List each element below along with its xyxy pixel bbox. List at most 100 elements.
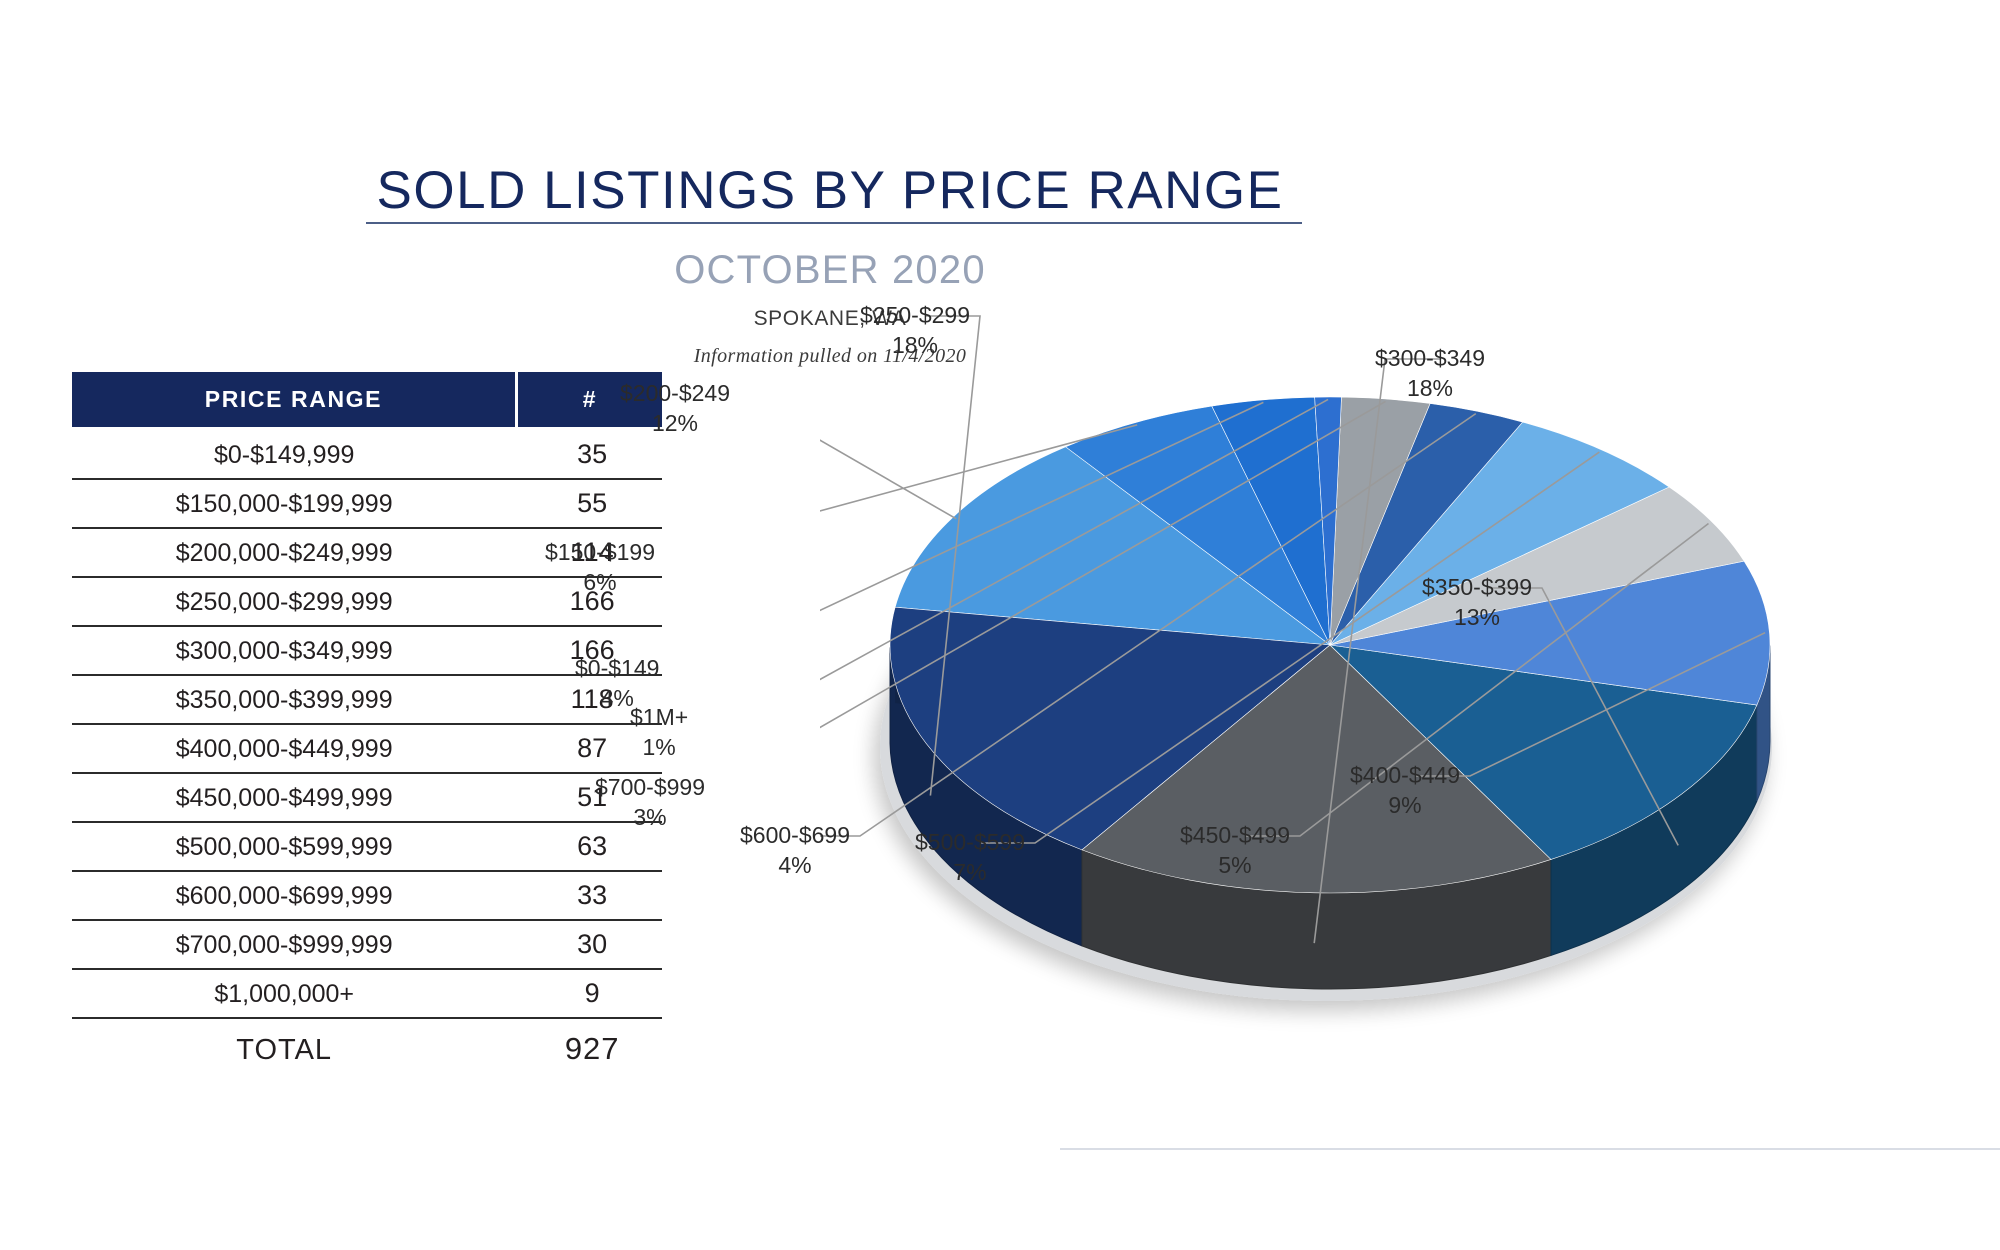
- pie-callout-percent: 7%: [953, 859, 987, 886]
- table-total-row: TOTAL 927: [72, 1018, 662, 1075]
- table-cell-price-range: $150,000-$199,999: [72, 479, 517, 529]
- price-range-table: PRICE RANGE # $0-$149,999 35 $150,000-$199…: [72, 372, 662, 1075]
- table-cell-count: 118: [516, 675, 662, 725]
- pie-callout-label: $150-$199: [545, 539, 655, 565]
- table-cell-price-range: $500,000-$599,999: [72, 822, 517, 872]
- pie-callout-350-399: $350-$399 13%: [1422, 572, 1532, 633]
- subtitle-city: SPOKANE, WA: [753, 307, 907, 330]
- pie-slice-150-199[interactable]: [1064, 405, 1331, 646]
- table-header-count: #: [516, 372, 662, 427]
- pie-leader-line: [1245, 522, 1709, 837]
- pie-callout-percent: 13%: [1453, 604, 1501, 631]
- pie-callout-percent: 5%: [1218, 852, 1252, 879]
- pie-callout-percent: 18%: [891, 332, 939, 359]
- pie-callout-200-249: $200-$249 12%: [620, 378, 730, 439]
- pie-callout-label: $500-$599: [915, 829, 1025, 855]
- pie-callout-700-999: $700-$999 3%: [595, 772, 705, 833]
- table-cell-count: 63: [516, 822, 662, 872]
- pie-callout-150-199: $150-$199 6%: [545, 537, 655, 598]
- table-cell-count: 166: [516, 577, 662, 627]
- pie-callout-label: $700-$999: [595, 774, 705, 800]
- table-cell-count: 166: [516, 626, 662, 676]
- bottom-divider: [1060, 1148, 2000, 1150]
- table-cell-count: 30: [516, 920, 662, 970]
- table-cell-count: 87: [516, 724, 662, 774]
- pie-callout-300-349: $300-$349 18%: [1375, 343, 1485, 404]
- pie-slice-400-449[interactable]: [1329, 560, 1771, 706]
- table-cell-price-range: $600,000-$699,999: [72, 871, 517, 921]
- table-header-price-range: PRICE RANGE: [72, 372, 518, 427]
- table-body: $0-$149,999 35 $150,000-$199,999 55 $200,000…: [72, 427, 662, 1075]
- table-cell-price-range: $200,000-$249,999: [72, 528, 517, 578]
- table-cell-price-range: $350,000-$399,999: [72, 675, 517, 725]
- pie-callout-label: $600-$699: [740, 822, 850, 848]
- pie-callout-label: $200-$249: [620, 380, 730, 406]
- pie-callout-label: $350-$399: [1422, 574, 1532, 600]
- pie-callout-label: $250-$299: [860, 302, 970, 328]
- table-total-count: 927: [564, 1031, 620, 1066]
- pie-callout-500-599: $500-$599 7%: [915, 827, 1025, 888]
- pie-callout-percent: 1%: [642, 734, 676, 761]
- table-row: $600,000-$699,999 33: [72, 871, 662, 921]
- table-row: $250,000-$299,999 166: [72, 577, 662, 627]
- table-cell-price-range: $700,000-$999,999: [72, 920, 517, 970]
- pie-leader-line: [925, 315, 981, 796]
- pie-callout-label: $450-$499: [1180, 822, 1290, 848]
- title-divider: [366, 222, 1302, 224]
- page-title: SOLD LISTINGS BY PRICE RANGE: [376, 161, 1284, 220]
- table-cell-price-range: $300,000-$349,999: [72, 626, 517, 676]
- pie-callout-1M+: $1M+ 1%: [630, 702, 688, 763]
- pie-slice-450-499[interactable]: [1329, 486, 1745, 646]
- table-cell-count: 55: [516, 479, 662, 529]
- table-row: $500,000-$599,999 63: [72, 822, 662, 872]
- table-cell-count: 114: [516, 528, 662, 578]
- table-cell-count: 33: [516, 871, 662, 921]
- pie-leader-line: [1415, 631, 1766, 777]
- pie-callout-percent: 9%: [1388, 792, 1422, 819]
- pie-callout-percent: 3%: [633, 804, 667, 831]
- pie-callout-400-449: $400-$449 9%: [1350, 760, 1460, 821]
- pie-leader-line: [820, 401, 1264, 612]
- pie-callout-label: $400-$449: [1350, 762, 1460, 788]
- pie-callout-0-149: $0-$149 4%: [575, 653, 659, 714]
- pie-callout-250-299: $250-$299 18%: [860, 300, 970, 361]
- pie-callout-percent: 18%: [1406, 375, 1454, 402]
- table-cell-price-range: $0-$149,999: [72, 427, 517, 480]
- pie-callout-600-699: $600-$699 4%: [740, 820, 850, 881]
- pie-slice-500-599[interactable]: [1329, 421, 1670, 646]
- table-row: $200,000-$249,999 114: [72, 528, 662, 578]
- pie-leader-line: [820, 424, 1138, 512]
- table-cell-count: 35: [516, 427, 662, 480]
- table-cell-price-range: $1,000,000+: [72, 969, 517, 1019]
- pie-leader-line: [1313, 358, 1440, 944]
- pie-callout-percent: 4%: [600, 685, 634, 712]
- table-header-row: PRICE RANGE #: [72, 372, 662, 427]
- pie-chart: $250-$299 18% $300-$349 18% $200-$249 12% $350…: [545, 300, 2000, 1200]
- table-total-label: TOTAL: [236, 1034, 333, 1066]
- pie-callout-label: $0-$149: [575, 655, 660, 681]
- pie-leader-line: [820, 439, 957, 520]
- table-row: $700,000-$999,999 30: [72, 920, 662, 970]
- pie-slice-1M+[interactable]: [1314, 396, 1342, 646]
- pie-leader-lines: [820, 315, 1766, 944]
- pie-leader-line: [1487, 587, 1679, 846]
- subtitle-pulled-date: Information pulled on 11/4/2020: [693, 345, 967, 367]
- pie-leader-line: [820, 412, 1477, 837]
- pie-callout-percent: 4%: [778, 852, 812, 879]
- table-cell-price-range: $400,000-$449,999: [72, 724, 517, 774]
- pie-leader-line: [980, 451, 1600, 844]
- table-row: $400,000-$449,999 87: [72, 724, 662, 774]
- table-row: $1,000,000+ 9: [72, 969, 662, 1019]
- pie-slice-350-399[interactable]: [1329, 644, 1758, 860]
- table-row: $300,000-$349,999 166: [72, 626, 662, 676]
- table-row: $0-$149,999 35: [72, 427, 662, 480]
- table-cell-count: 51: [516, 773, 662, 823]
- pie-top-faces: [889, 396, 1771, 894]
- pie-chart-svg: [820, 315, 1772, 1001]
- pie-leader-line: [820, 400, 1386, 729]
- pie-callout-percent: 6%: [583, 569, 617, 596]
- pie-leader-line: [820, 398, 1329, 681]
- pie-slice-300-349[interactable]: [1081, 644, 1552, 894]
- table-cell-price-range: $250,000-$299,999: [72, 577, 517, 627]
